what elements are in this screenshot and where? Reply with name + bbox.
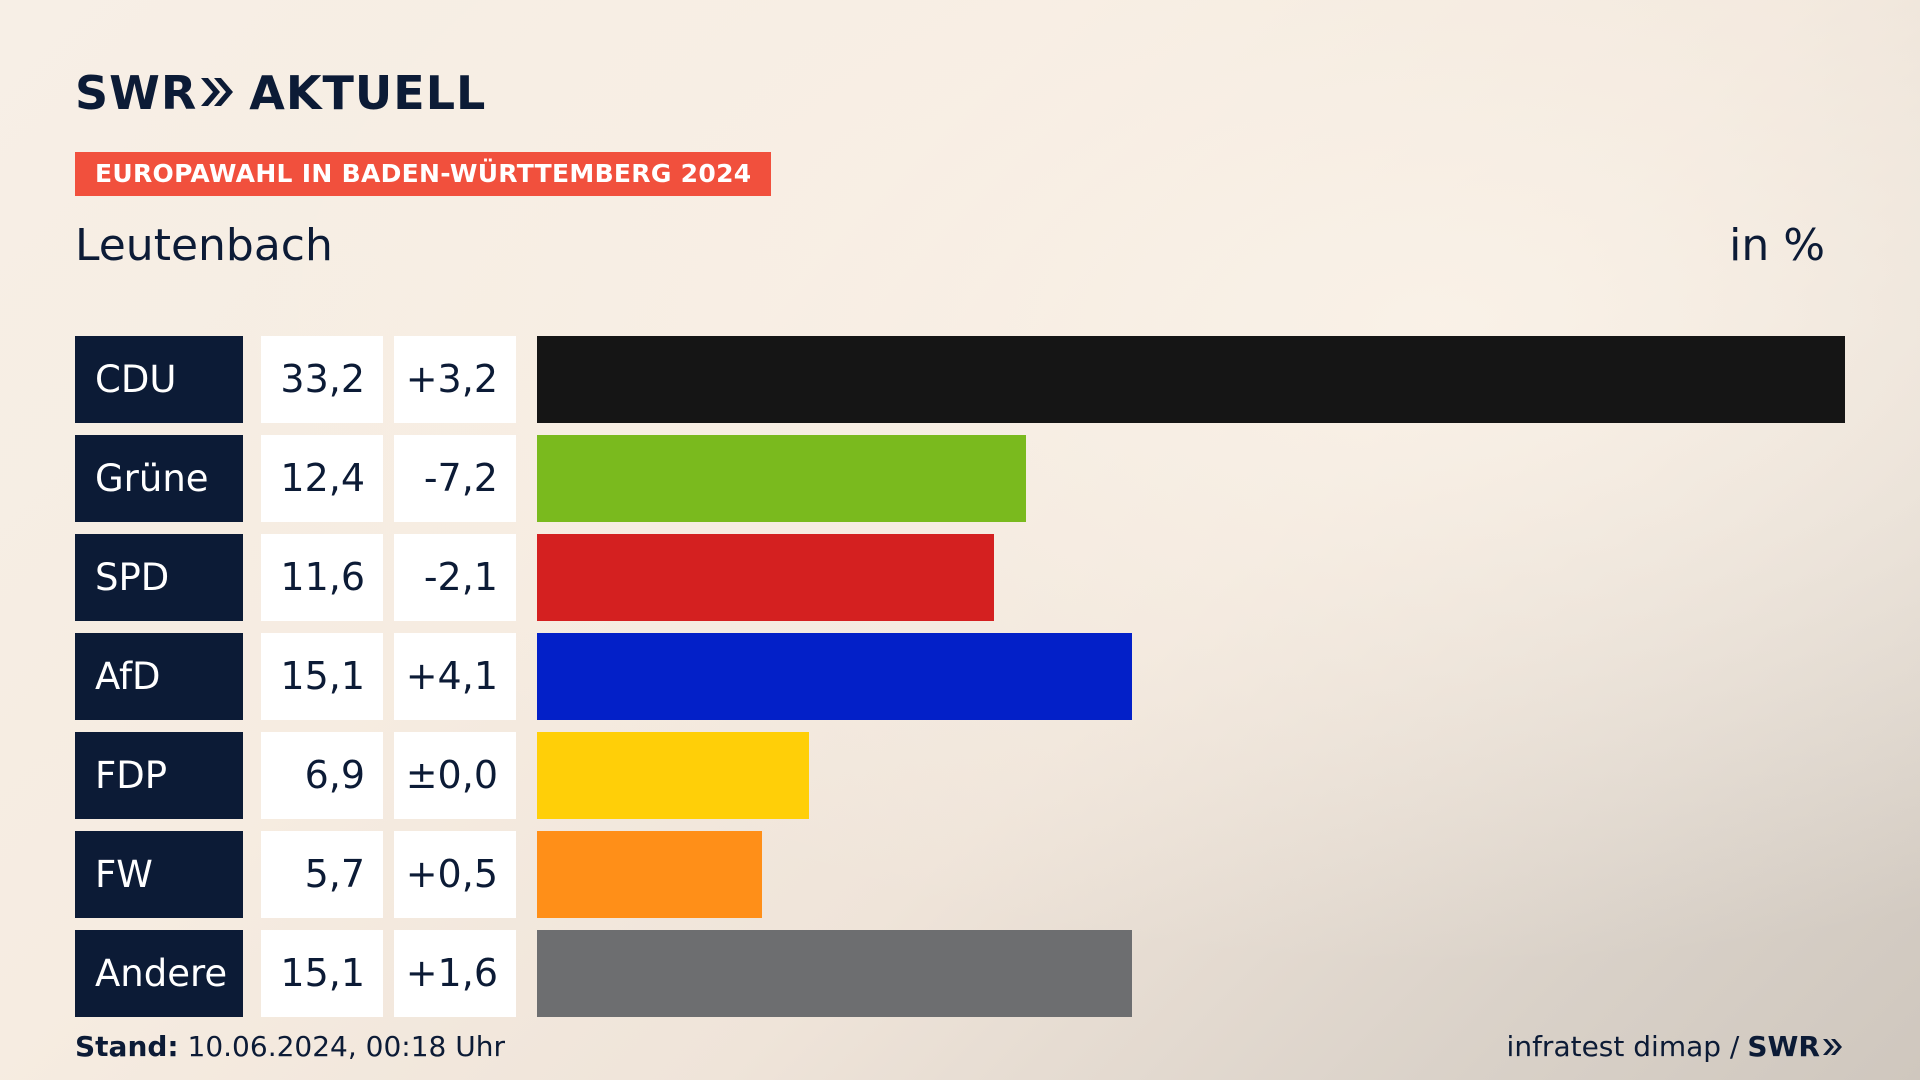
party-label: SPD [75, 534, 243, 621]
party-label: Andere [75, 930, 243, 1017]
region-title: Leutenbach [75, 220, 333, 271]
unit-label: in % [1729, 220, 1825, 271]
vote-share-value: 11,6 [261, 534, 383, 621]
stand-value: 10.06.2024, 00:18 Uhr [187, 1030, 505, 1063]
bar-afd [537, 633, 1132, 720]
swr-mini-logo: SWR [1747, 1030, 1844, 1063]
result-row-fdp: FDP 6,9 ±0,0 [75, 732, 1845, 819]
vote-share-value: 12,4 [261, 435, 383, 522]
result-row-spd: SPD 11,6 -2,1 [75, 534, 1845, 621]
vote-share-value: 15,1 [261, 633, 383, 720]
double-chevron-icon [199, 66, 235, 120]
result-row-andere: Andere 15,1 +1,6 [75, 930, 1845, 1017]
result-row-grüne: Grüne 12,4 -7,2 [75, 435, 1845, 522]
election-badge: EUROPAWAHL IN BADEN-WÜRTTEMBERG 2024 [75, 152, 772, 196]
bar-fw [537, 831, 762, 918]
vote-share-change: -7,2 [394, 435, 516, 522]
vote-share-change: +0,5 [394, 831, 516, 918]
result-row-fw: FW 5,7 +0,5 [75, 831, 1845, 918]
stand-label: Stand: [75, 1030, 179, 1063]
vote-share-value: 33,2 [261, 336, 383, 423]
bar-andere [537, 930, 1132, 1017]
party-label: AfD [75, 633, 243, 720]
vote-share-change: -2,1 [394, 534, 516, 621]
bar-cdu [537, 336, 1845, 423]
source-text: infratest dimap / [1506, 1030, 1740, 1063]
vote-share-change: ±0,0 [394, 732, 516, 819]
vote-share-value: 15,1 [261, 930, 383, 1017]
bar-fdp [537, 732, 809, 819]
party-label: Grüne [75, 435, 243, 522]
source-credit: infratest dimap / SWR [1507, 1030, 1844, 1063]
logo-swr-text: SWR [75, 66, 198, 120]
logo-aktuell-text: AKTUELL [249, 66, 487, 120]
bar-spd [537, 534, 994, 621]
party-label: FW [75, 831, 243, 918]
result-row-cdu: CDU 33,2 +3,2 [75, 336, 1845, 423]
vote-share-change: +1,6 [394, 930, 516, 1017]
party-label: FDP [75, 732, 243, 819]
vote-share-value: 6,9 [261, 732, 383, 819]
party-label: CDU [75, 336, 243, 423]
vote-share-value: 5,7 [261, 831, 383, 918]
vote-share-change: +3,2 [394, 336, 516, 423]
timestamp: Stand: 10.06.2024, 00:18 Uhr [75, 1030, 505, 1063]
bar-grüne [537, 435, 1026, 522]
mini-chevron-icon [1823, 1038, 1842, 1055]
mini-logo-text: SWR [1747, 1030, 1820, 1063]
vote-share-change: +4,1 [394, 633, 516, 720]
swr-aktuell-logo: SWR AKTUELL [75, 66, 486, 120]
result-row-afd: AfD 15,1 +4,1 [75, 633, 1845, 720]
